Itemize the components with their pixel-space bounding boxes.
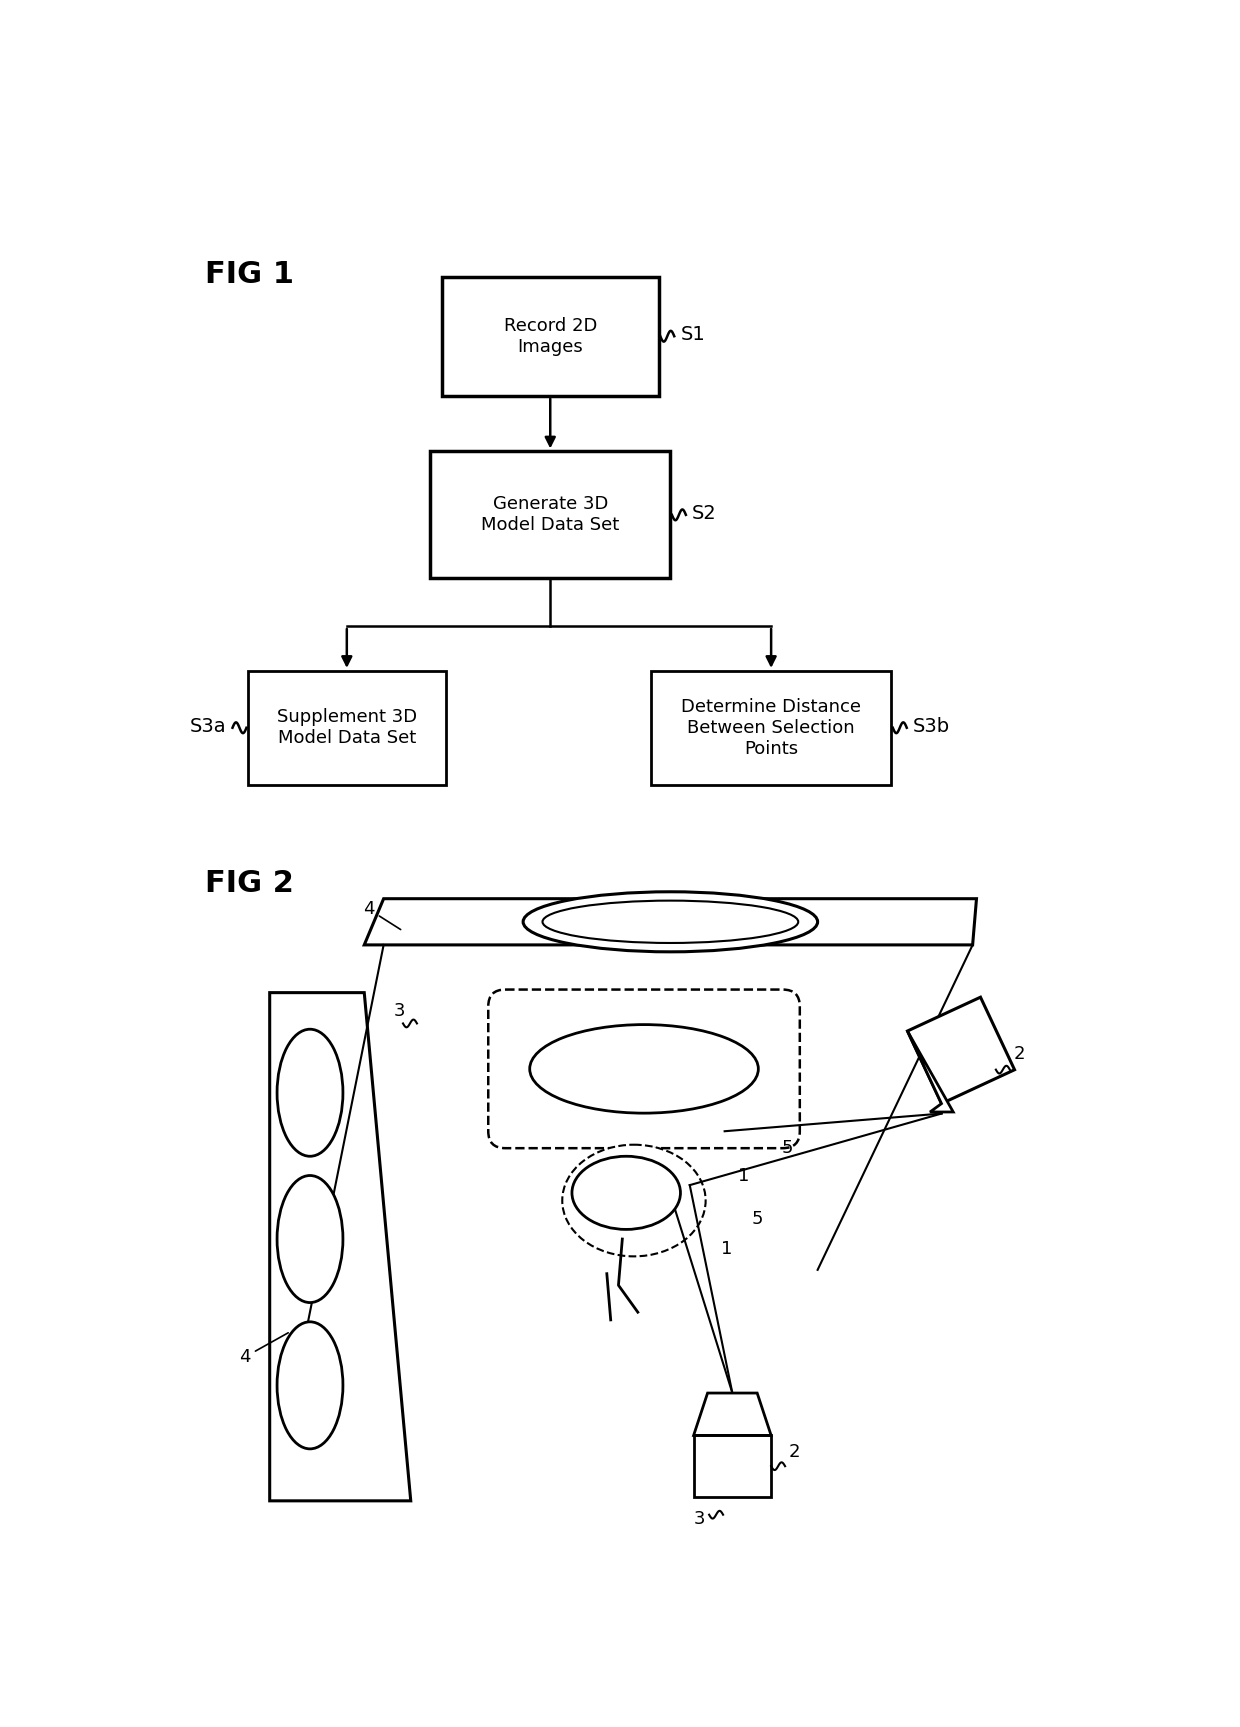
Bar (430, 451, 671, 579)
Text: 4: 4 (363, 900, 401, 929)
Text: 1: 1 (738, 1167, 749, 1185)
Bar (441, 276, 658, 395)
Polygon shape (270, 993, 410, 1501)
Polygon shape (693, 1394, 771, 1435)
Polygon shape (908, 996, 1014, 1104)
Polygon shape (365, 898, 977, 945)
Text: S1: S1 (681, 325, 706, 344)
Text: S3b: S3b (913, 717, 950, 736)
Ellipse shape (277, 1176, 343, 1302)
Text: S2: S2 (692, 504, 717, 523)
Ellipse shape (543, 900, 799, 943)
Polygon shape (908, 1031, 954, 1112)
Text: Record 2D
Images: Record 2D Images (503, 316, 596, 356)
Text: Generate 3D
Model Data Set: Generate 3D Model Data Set (481, 496, 619, 534)
Text: 1: 1 (720, 1240, 732, 1259)
Text: 4: 4 (238, 1333, 288, 1366)
Text: Supplement 3D
Model Data Set: Supplement 3D Model Data Set (277, 708, 417, 748)
Ellipse shape (277, 1321, 343, 1449)
Bar (693, 1435, 771, 1497)
Text: Determine Distance
Between Selection
Points: Determine Distance Between Selection Poi… (681, 698, 861, 758)
Text: 3: 3 (394, 1002, 405, 1019)
Text: 5: 5 (751, 1209, 764, 1228)
Text: FIG 1: FIG 1 (206, 259, 294, 288)
Ellipse shape (529, 1024, 759, 1114)
Ellipse shape (523, 891, 817, 952)
Text: FIG 2: FIG 2 (206, 869, 294, 898)
FancyBboxPatch shape (489, 990, 800, 1148)
Text: 5: 5 (781, 1138, 792, 1157)
Text: 2: 2 (1014, 1045, 1025, 1062)
Text: 2: 2 (789, 1444, 800, 1461)
Bar (651, 670, 892, 784)
Ellipse shape (572, 1157, 681, 1230)
Ellipse shape (277, 1029, 343, 1157)
Bar (248, 670, 445, 784)
Text: S3a: S3a (190, 717, 226, 736)
Ellipse shape (562, 1145, 706, 1256)
Text: 3: 3 (693, 1509, 706, 1528)
